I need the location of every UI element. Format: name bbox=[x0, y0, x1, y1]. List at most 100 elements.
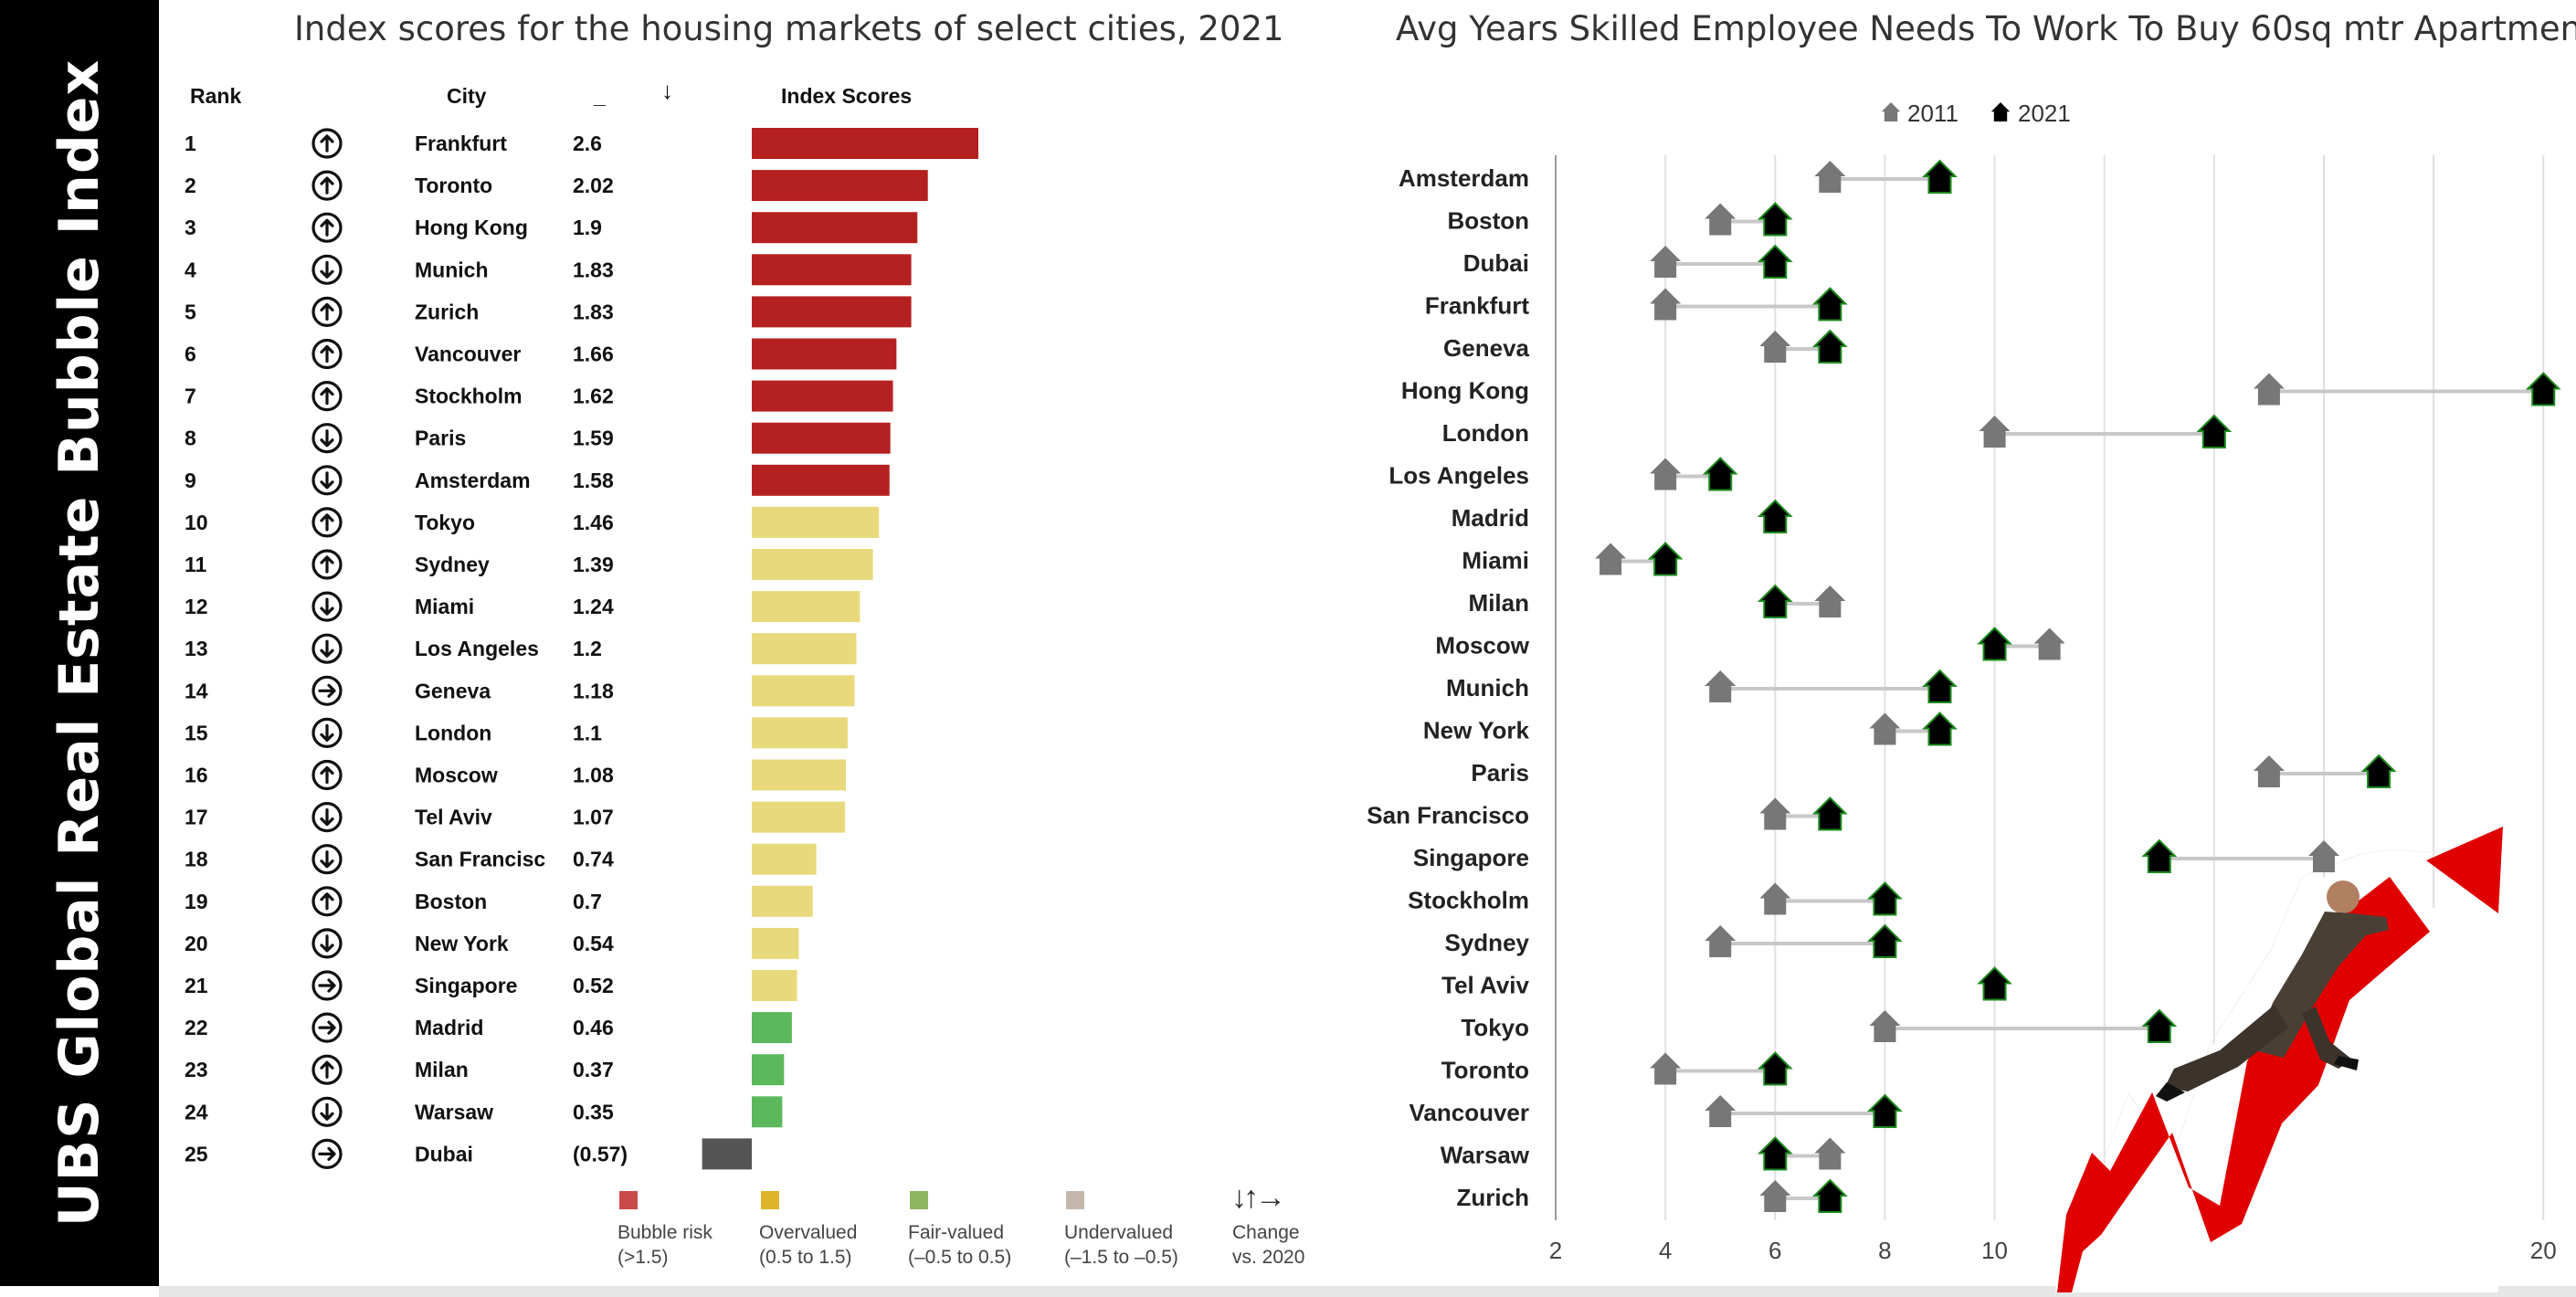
score-bar bbox=[752, 338, 897, 370]
change-up-icon bbox=[311, 128, 343, 159]
score-value: 0.7 bbox=[573, 890, 602, 913]
legend-change-vs-2020: Change vs. 2020 bbox=[1232, 1222, 1305, 1268]
score-value: 1.18 bbox=[573, 679, 614, 702]
score-value: 1.2 bbox=[573, 637, 602, 660]
house-2021-marker bbox=[1757, 202, 1793, 237]
score-bar bbox=[752, 254, 912, 286]
house-2021-marker bbox=[1811, 796, 1848, 831]
rank-number: 14 bbox=[185, 679, 208, 702]
rank-number: 25 bbox=[185, 1142, 208, 1165]
change-up-icon bbox=[311, 296, 343, 327]
score-value: 1.83 bbox=[573, 300, 614, 323]
legend-overvalued: Overvalued (0.5 to 1.5) bbox=[759, 1222, 858, 1268]
legend-swatch-fair-valued bbox=[910, 1191, 928, 1209]
city-name: Munich bbox=[415, 258, 489, 281]
x-tick-label: 6 bbox=[1768, 1237, 1781, 1264]
change-up-icon bbox=[311, 759, 343, 791]
change-up-icon bbox=[311, 886, 343, 917]
sort-arrow-icon[interactable]: ↓ bbox=[661, 77, 673, 104]
house-2021-marker bbox=[1757, 1051, 1793, 1086]
table-row: 19 Boston 0.7 bbox=[185, 885, 813, 917]
change-right-icon bbox=[311, 675, 343, 706]
house-2011-marker bbox=[1869, 1010, 1901, 1042]
index-score-table-chart: 1 Frankfurt 2.6 2 Toronto 2.02 3 Hong Kong 1.9 4 M… bbox=[185, 128, 979, 1170]
city-label: Boston bbox=[1447, 207, 1529, 235]
rank-number: 13 bbox=[185, 637, 208, 660]
city-label: Munich bbox=[1446, 674, 1529, 701]
house-2011-marker bbox=[1979, 416, 2011, 448]
city-label: Moscow bbox=[1435, 632, 1529, 659]
house-2011-marker bbox=[1759, 882, 1791, 915]
legend-bubble-risk: Bubble risk (>1.5) bbox=[618, 1222, 713, 1268]
column-header-city: City bbox=[447, 84, 487, 108]
dumbbell-row: Warsaw bbox=[1441, 1136, 1846, 1171]
table-row: 25 Dubai (0.57) bbox=[185, 1138, 752, 1170]
rank-number: 23 bbox=[185, 1058, 208, 1081]
city-label: Milan bbox=[1469, 589, 1529, 617]
dumbbell-row: Dubai bbox=[1463, 244, 1793, 279]
change-down-icon bbox=[311, 844, 343, 875]
house-2021-marker bbox=[1922, 712, 1958, 746]
rank-number: 6 bbox=[185, 343, 196, 366]
score-value: 1.07 bbox=[573, 806, 614, 829]
house-2011-marker bbox=[1814, 585, 1846, 617]
dumbbell-row: Hong Kong bbox=[1401, 372, 2561, 406]
house-2011-marker bbox=[2307, 840, 2339, 872]
house-2011-marker bbox=[2033, 627, 2065, 660]
column-header-rank: Rank bbox=[190, 84, 242, 108]
change-up-icon bbox=[311, 549, 343, 580]
table-row: 15 London 1.1 bbox=[185, 717, 848, 749]
right-chart-title: Avg Years Skilled Employee Needs To Work… bbox=[1396, 9, 2576, 48]
city-label: Miami bbox=[1462, 547, 1529, 575]
rank-number: 15 bbox=[185, 721, 208, 744]
red-arrow-shape bbox=[2057, 877, 2430, 1292]
dumbbell-row: London bbox=[1442, 414, 2233, 448]
rank-number: 20 bbox=[185, 932, 208, 955]
city-label: Toronto bbox=[1441, 1057, 1529, 1084]
legend-change-arrows-icon: ↓↑→ bbox=[1231, 1180, 1286, 1215]
dumbbell-row: Frankfurt bbox=[1425, 287, 1848, 322]
table-row: 17 Tel Aviv 1.07 bbox=[185, 801, 846, 833]
house-2021-marker bbox=[2196, 414, 2233, 448]
table-row: 2 Toronto 2.02 bbox=[185, 170, 928, 202]
table-row: 7 Stockholm 1.62 bbox=[185, 380, 893, 412]
score-bar bbox=[752, 128, 979, 159]
score-bar bbox=[752, 759, 847, 791]
city-name: Singapore bbox=[415, 974, 517, 997]
house-2011-marker bbox=[1705, 203, 1737, 236]
city-label: London bbox=[1442, 419, 1529, 447]
score-bar bbox=[752, 885, 813, 917]
house-2011-marker bbox=[1759, 331, 1791, 363]
dumbbell-row: Vancouver bbox=[1409, 1093, 1903, 1128]
house-2021-marker bbox=[1811, 1178, 1848, 1213]
change-up-icon bbox=[311, 212, 343, 243]
score-value: 1.9 bbox=[573, 216, 602, 239]
dumbbell-row: Singapore bbox=[1413, 838, 2339, 873]
house-2011-marker bbox=[1595, 543, 1627, 575]
table-row: 11 Sydney 1.39 bbox=[185, 549, 873, 580]
change-up-icon bbox=[311, 381, 343, 412]
city-name: Miami bbox=[415, 595, 474, 618]
change-up-icon bbox=[311, 507, 343, 538]
businessman-illustration bbox=[2156, 880, 2389, 1102]
table-row: 13 Los Angeles 1.2 bbox=[185, 633, 857, 665]
x-tick-label: 2 bbox=[1549, 1237, 1562, 1264]
rank-number: 22 bbox=[185, 1016, 208, 1039]
house-2021-marker bbox=[1922, 669, 1958, 703]
rank-number: 1 bbox=[185, 132, 196, 155]
table-row: 5 Zurich 1.83 bbox=[185, 296, 912, 328]
dumbbell-row: San Francisco bbox=[1367, 796, 1848, 831]
score-bar bbox=[752, 633, 857, 665]
change-down-icon bbox=[311, 1096, 343, 1127]
dumbbell-row: Miami bbox=[1462, 542, 1684, 576]
change-right-icon bbox=[311, 970, 343, 1001]
table-row: 22 Madrid 0.46 bbox=[185, 1012, 792, 1044]
score-value: 1.24 bbox=[573, 595, 614, 618]
city-name: Tel Aviv bbox=[415, 806, 492, 829]
score-value: 2.6 bbox=[573, 132, 602, 155]
score-value: 1.1 bbox=[573, 721, 602, 744]
score-bar bbox=[752, 212, 918, 244]
house-2011-marker bbox=[1650, 246, 1682, 278]
city-name: Frankfurt bbox=[415, 132, 507, 155]
house-2021-marker bbox=[2525, 372, 2561, 406]
